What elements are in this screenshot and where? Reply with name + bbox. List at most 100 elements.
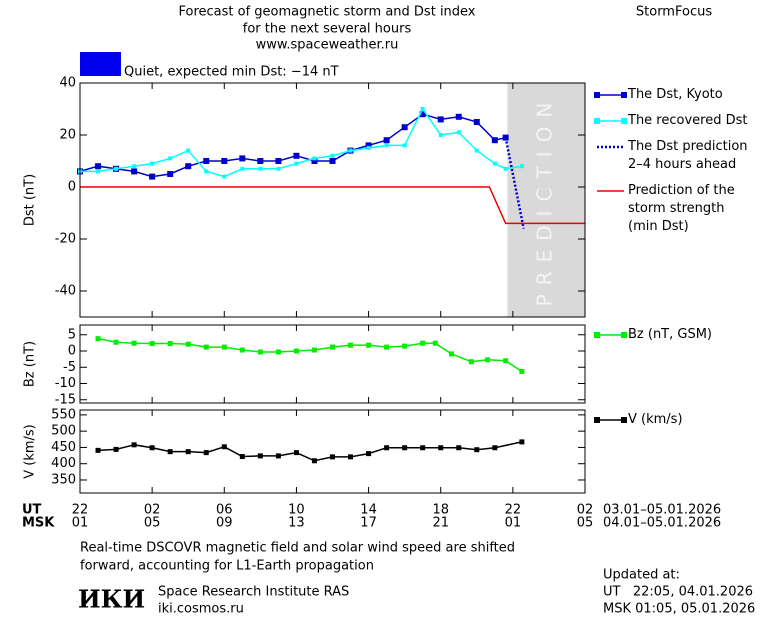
point xyxy=(384,445,390,451)
point xyxy=(383,137,390,144)
point xyxy=(257,158,264,164)
y-tick-label: -5 xyxy=(63,360,76,375)
point xyxy=(456,130,461,135)
point xyxy=(330,454,335,460)
series-line xyxy=(80,186,585,225)
point xyxy=(384,344,390,350)
y-axis-label: Bz (nT) xyxy=(23,341,38,387)
series-line xyxy=(97,441,523,462)
x-tick-label-msk: 21 xyxy=(432,516,449,531)
legend-marker xyxy=(621,417,627,423)
legend-marker xyxy=(594,417,600,423)
point xyxy=(401,124,408,131)
title-line: www.spaceweather.ru xyxy=(256,38,399,53)
y-tick-label: 20 xyxy=(59,128,76,143)
point xyxy=(455,113,462,120)
institute: Space Research Institute RAS xyxy=(158,585,349,600)
point xyxy=(275,453,281,459)
y-tick-label: 40 xyxy=(59,76,76,91)
updated: UT 22:05, 04.01.2026 xyxy=(603,585,753,600)
point xyxy=(311,347,317,353)
y-axis-label: Dst (nT) xyxy=(23,174,38,226)
plot-frame xyxy=(79,324,586,404)
legend-marker xyxy=(621,92,627,98)
point xyxy=(167,171,174,177)
point xyxy=(312,156,317,161)
note-line: Real-time DSCOVR magnetic field and sola… xyxy=(80,541,515,556)
title-line: for the next several hours xyxy=(243,22,412,37)
point xyxy=(311,458,317,464)
point xyxy=(519,368,525,374)
point xyxy=(492,161,497,166)
point xyxy=(419,111,426,118)
point xyxy=(473,119,480,125)
point xyxy=(420,107,425,111)
point xyxy=(203,158,210,164)
y-tick-label: 450 xyxy=(51,440,76,455)
point xyxy=(221,444,227,450)
point xyxy=(365,142,372,149)
note-line: forward, accounting for L1-Earth propaga… xyxy=(80,559,374,574)
x-tick-label-msk: 01 xyxy=(505,516,522,531)
x-tick-label-msk: 17 xyxy=(360,516,377,531)
point xyxy=(438,445,444,451)
y-axis-label: V (km/s) xyxy=(23,424,38,479)
point xyxy=(348,454,354,460)
y-tick-label: -40 xyxy=(55,284,76,299)
point xyxy=(485,357,491,363)
point xyxy=(114,166,119,171)
point xyxy=(113,446,119,452)
y-tick-label: 5 xyxy=(68,327,76,342)
legend-label: The recovered Dst xyxy=(628,113,748,128)
point xyxy=(438,133,443,137)
point xyxy=(185,449,191,455)
point xyxy=(293,450,299,456)
point xyxy=(113,339,119,345)
point xyxy=(402,343,408,349)
legend-marker xyxy=(621,118,627,124)
y-tick-label: -20 xyxy=(55,232,76,247)
x-tick-label-msk: 01 xyxy=(72,516,89,531)
point xyxy=(330,344,335,350)
point xyxy=(240,166,245,171)
point xyxy=(203,450,209,456)
legend-marker xyxy=(594,92,600,98)
x-tick-label-msk: 09 xyxy=(216,516,233,531)
legend-label: V (km/s) xyxy=(628,412,683,427)
brand: StormFocus xyxy=(636,5,712,20)
point xyxy=(348,148,353,153)
legend-marker xyxy=(594,118,600,124)
point xyxy=(276,166,281,171)
site: iki.cosmos.ru xyxy=(158,602,244,617)
y-tick-label: 500 xyxy=(51,424,76,439)
updated: MSK 01:05, 05.01.2026 xyxy=(603,602,755,617)
x-tick-label: 02 xyxy=(144,503,161,518)
x-tick-label: 14 xyxy=(360,503,377,518)
y-tick-label: 0 xyxy=(68,180,76,195)
point xyxy=(95,163,102,170)
point xyxy=(168,156,173,161)
point xyxy=(366,451,372,457)
plot-frame xyxy=(79,82,586,318)
x-tick-label: 18 xyxy=(432,503,449,518)
status-text: Quiet, expected min Dst: −14 nT xyxy=(124,65,339,80)
point xyxy=(402,445,408,451)
point xyxy=(366,342,372,348)
point xyxy=(275,158,282,164)
y-tick-label: -10 xyxy=(55,376,76,391)
x-tick-label: 22 xyxy=(505,503,522,518)
point xyxy=(432,340,438,346)
y-tick-label: 550 xyxy=(51,407,76,422)
point xyxy=(468,359,474,365)
point xyxy=(348,342,354,348)
point xyxy=(258,166,263,171)
x-tick-label: 22 xyxy=(72,503,89,518)
legend-label: The Dst, Kyoto xyxy=(628,87,723,102)
point xyxy=(293,152,300,159)
point xyxy=(149,445,155,451)
point xyxy=(131,442,137,448)
y-tick-label: 400 xyxy=(51,456,76,471)
legend-marker xyxy=(621,332,627,338)
